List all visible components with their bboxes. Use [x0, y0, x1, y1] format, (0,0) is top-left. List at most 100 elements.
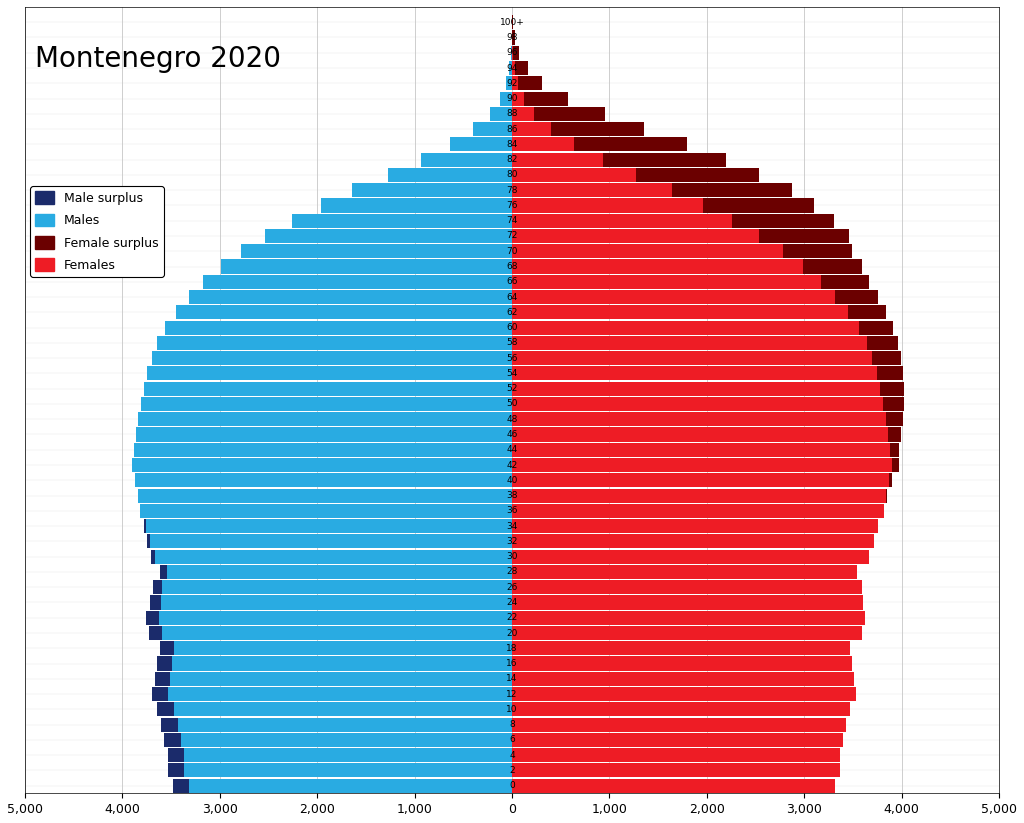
Bar: [168, 764, 183, 778]
Bar: [512, 489, 886, 503]
Bar: [512, 550, 868, 564]
Text: 14: 14: [506, 674, 518, 683]
Bar: [535, 107, 604, 121]
Bar: [512, 137, 574, 151]
Text: 76: 76: [506, 201, 518, 210]
Bar: [138, 489, 512, 503]
Bar: [512, 779, 836, 793]
Bar: [501, 91, 512, 105]
Bar: [512, 198, 702, 212]
Bar: [136, 427, 512, 442]
Text: 96: 96: [506, 49, 518, 58]
Bar: [173, 779, 188, 793]
Bar: [512, 565, 857, 579]
Bar: [162, 626, 512, 640]
Bar: [188, 290, 512, 305]
Bar: [872, 351, 901, 365]
Bar: [512, 397, 883, 411]
Bar: [168, 748, 183, 762]
Bar: [512, 412, 886, 426]
Bar: [512, 336, 866, 350]
Bar: [512, 152, 602, 167]
Bar: [836, 290, 879, 305]
Text: 34: 34: [506, 522, 518, 531]
Text: Montenegro 2020: Montenegro 2020: [35, 45, 281, 73]
Text: 92: 92: [506, 79, 518, 88]
Text: 50: 50: [506, 399, 518, 408]
Text: 74: 74: [506, 216, 518, 226]
Bar: [422, 152, 512, 167]
Text: 24: 24: [507, 598, 517, 607]
Text: 58: 58: [506, 338, 518, 347]
Text: 26: 26: [506, 583, 518, 592]
Bar: [292, 214, 512, 228]
Bar: [203, 275, 512, 289]
Bar: [512, 641, 850, 655]
Bar: [146, 366, 512, 380]
Bar: [551, 122, 644, 136]
Bar: [388, 168, 512, 182]
Bar: [150, 534, 512, 548]
Bar: [512, 504, 884, 518]
Bar: [889, 473, 892, 487]
Bar: [512, 427, 888, 442]
Text: 48: 48: [506, 415, 518, 424]
Bar: [512, 61, 515, 75]
Text: 82: 82: [506, 156, 518, 164]
Bar: [512, 382, 881, 396]
Text: 36: 36: [506, 506, 518, 515]
Bar: [150, 595, 162, 610]
Bar: [511, 46, 512, 60]
Text: 64: 64: [506, 292, 518, 301]
Text: 4: 4: [509, 751, 515, 760]
Bar: [512, 473, 889, 487]
Bar: [161, 641, 174, 655]
Text: 0: 0: [509, 781, 515, 790]
Bar: [181, 732, 512, 747]
Bar: [512, 214, 732, 228]
Bar: [322, 198, 512, 212]
Bar: [512, 168, 636, 182]
Bar: [264, 229, 512, 243]
Bar: [512, 687, 856, 701]
Text: 20: 20: [506, 629, 518, 638]
Legend: Male surplus, Males, Female surplus, Females: Male surplus, Males, Female surplus, Fem…: [31, 186, 164, 277]
Text: 6: 6: [509, 736, 515, 744]
Text: 88: 88: [506, 109, 518, 119]
Bar: [183, 748, 512, 762]
Bar: [152, 687, 168, 701]
Bar: [672, 184, 792, 198]
Bar: [512, 595, 862, 610]
Bar: [132, 458, 512, 472]
Bar: [883, 397, 903, 411]
Text: 28: 28: [506, 567, 518, 576]
Bar: [886, 412, 902, 426]
Bar: [161, 565, 167, 579]
Bar: [523, 91, 567, 105]
Bar: [170, 672, 512, 686]
Bar: [140, 504, 512, 518]
Bar: [158, 702, 174, 716]
Text: 18: 18: [506, 644, 518, 653]
Bar: [164, 732, 181, 747]
Bar: [141, 397, 512, 411]
Text: 2: 2: [509, 766, 515, 775]
Text: 78: 78: [506, 186, 518, 195]
Bar: [153, 580, 162, 594]
Text: 8: 8: [509, 720, 515, 729]
Bar: [473, 122, 512, 136]
Bar: [512, 229, 760, 243]
Text: 68: 68: [506, 262, 518, 271]
Bar: [512, 107, 535, 121]
Bar: [760, 229, 849, 243]
Text: 30: 30: [506, 552, 518, 561]
Bar: [188, 779, 512, 793]
Text: 44: 44: [507, 445, 517, 454]
Bar: [512, 30, 515, 44]
Bar: [172, 657, 512, 671]
Bar: [183, 764, 512, 778]
Bar: [892, 458, 899, 472]
Bar: [512, 534, 874, 548]
Bar: [158, 657, 172, 671]
Bar: [176, 305, 512, 319]
